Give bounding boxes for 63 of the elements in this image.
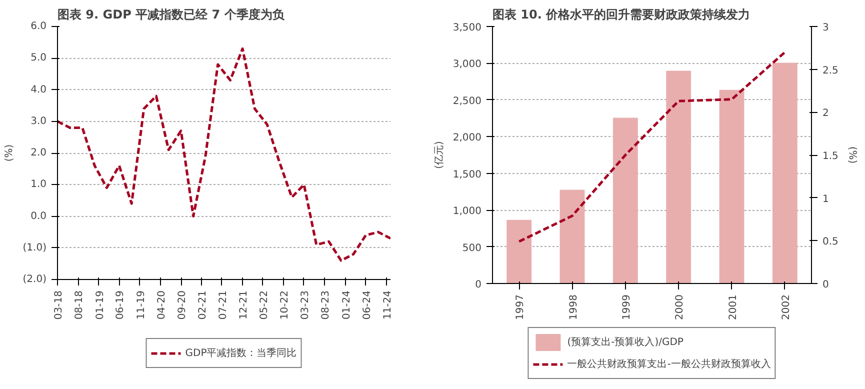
x-tick-label: 11-19: [136, 290, 147, 320]
y-tick-label: 2,000: [452, 132, 482, 144]
y-tick-label: (1.0): [22, 242, 47, 254]
chart-title: 图表 9. GDP 平减指数已经 7 个季度为负: [58, 8, 286, 22]
y2-axis-title: (%): [846, 146, 858, 164]
x-tick-label: 06-24: [362, 290, 373, 320]
y-tick-label: 4.0: [30, 84, 47, 96]
bar: [772, 62, 798, 284]
line-series: [58, 47, 390, 262]
x-tick-label: 2002: [780, 294, 792, 320]
y-tick-label: 1.0: [30, 179, 47, 190]
y2-tick-label: 1: [822, 194, 829, 205]
bar: [666, 70, 692, 284]
x-tick-label: 02-21: [198, 290, 209, 320]
x-tick-label: 01-19: [94, 290, 106, 320]
bar: [560, 190, 585, 284]
y2-tick-label: 2.5: [822, 65, 838, 76]
y2-tick-label: 1.5: [822, 151, 838, 162]
chart-title: 图表 10. 价格水平的回升需要财政政策持续发力: [492, 8, 750, 22]
bar: [719, 90, 744, 284]
y-tick-label: 3,500: [452, 22, 482, 34]
x-tick-label: 1999: [621, 294, 632, 320]
y-tick-label: 3.0: [30, 116, 47, 127]
x-tick-label: 01-24: [341, 290, 352, 320]
bar: [612, 118, 638, 284]
y2-tick-label: 0.5: [822, 236, 838, 248]
x-tick-label: 2000: [674, 294, 686, 320]
y-tick-label: 2.0: [30, 148, 47, 158]
x-tick-label: 03-18: [54, 290, 64, 320]
legend-label: 一般公共财政预算支出-一般公共财政预算收入: [567, 358, 771, 371]
y-tick-label: (2.0): [22, 274, 47, 285]
legend-label: GDP平减指数：当季同比: [185, 346, 297, 360]
x-tick-label: 06-19: [115, 290, 126, 320]
y2-tick-label: 3: [822, 22, 829, 34]
legend-label: (预算支出-预算收入)/GDP: [567, 336, 684, 349]
y-tick-label: 2,500: [452, 96, 482, 107]
x-tick-label: 09-20: [177, 290, 188, 320]
x-tick-label: 1997: [515, 294, 526, 320]
y-tick-label: 5.0: [30, 52, 47, 64]
y-tick-label: 1,000: [452, 206, 482, 218]
y-axis-title: (%): [4, 144, 15, 162]
y-tick-label: 500: [462, 242, 482, 254]
line-series: [518, 50, 786, 243]
y2-tick-label: 2: [822, 108, 829, 120]
y-tick-label: 6.0: [30, 21, 47, 32]
x-tick-label: 2001: [728, 294, 739, 320]
x-tick-label: 10-22: [280, 290, 291, 320]
x-tick-label: 07-21: [218, 290, 229, 320]
x-tick-label: 1998: [568, 294, 580, 320]
x-tick-label: 08-18: [74, 290, 86, 320]
y2-tick-label: 0: [822, 280, 829, 290]
x-tick-label: 04-20: [156, 290, 168, 320]
y-axis-title: (亿元): [434, 141, 445, 169]
y-tick-label: 0.0: [30, 210, 47, 222]
x-tick-label: 12-21: [238, 290, 250, 320]
x-tick-label: 03-23: [300, 290, 311, 320]
y-tick-label: 3,000: [452, 59, 482, 70]
x-tick-label: 11-24: [382, 290, 394, 320]
y-tick-label: 1,500: [452, 169, 482, 180]
x-tick-label: 05-22: [258, 290, 270, 320]
y-tick-label: 0: [475, 280, 482, 290]
x-tick-label: 08-23: [320, 290, 332, 320]
bar: [506, 220, 532, 284]
